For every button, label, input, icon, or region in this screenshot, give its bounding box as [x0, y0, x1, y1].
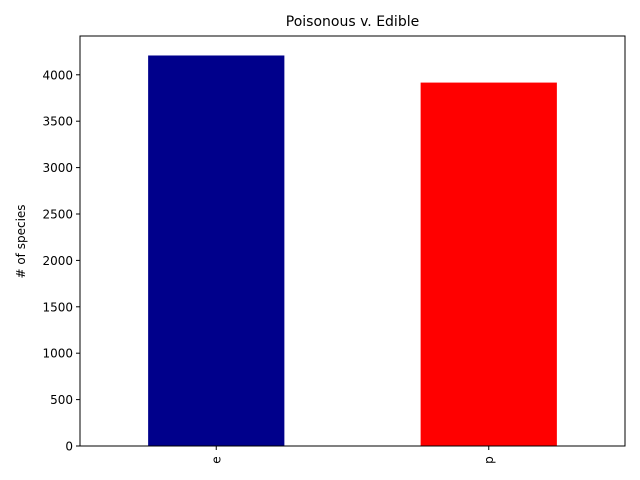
x-tick-label: e — [209, 456, 223, 463]
bar-e — [148, 55, 285, 446]
y-tick-label: 4000 — [42, 68, 73, 82]
y-tick-label: 3500 — [42, 115, 73, 129]
bar-p — [420, 82, 557, 446]
y-axis-label: # of species — [14, 204, 28, 278]
y-tick-label: 2500 — [42, 207, 73, 221]
chart-title: Poisonous v. Edible — [286, 14, 419, 30]
y-tick-label: 2000 — [42, 254, 73, 268]
plot-frame — [79, 35, 626, 447]
y-tick-label: 1000 — [42, 347, 73, 361]
y-axis-ticks: 0 500 1000 1500 2000 2500 3000 3500 4000 — [42, 68, 80, 454]
y-tick-label: 0 — [65, 440, 73, 454]
x-tick-label: p — [482, 456, 496, 464]
bars-group — [148, 55, 557, 446]
y-tick-label: 3000 — [42, 161, 73, 175]
y-tick-label: 500 — [50, 393, 73, 407]
y-tick-label: 1500 — [42, 300, 73, 314]
